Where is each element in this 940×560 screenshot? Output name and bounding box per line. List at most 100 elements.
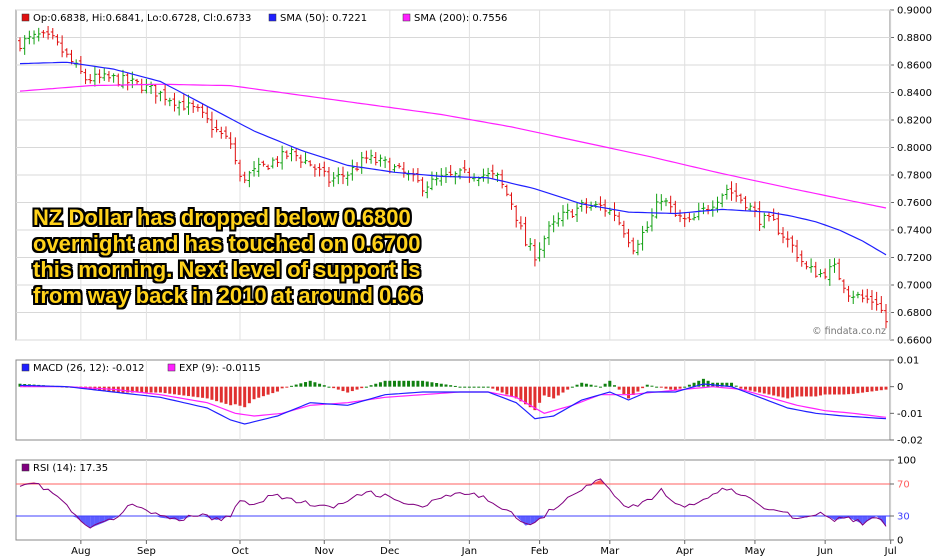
macd-hist-bar xyxy=(556,386,560,396)
macd-hist-bar xyxy=(856,386,860,394)
price-legend-label: Op:0.6838, Hi:0.6841, Lo:0.6728, Cl:0.67… xyxy=(33,13,251,24)
macd-hist-bar xyxy=(650,385,654,387)
price-tick-label: 0.7200 xyxy=(897,253,932,264)
ohlc-bar xyxy=(350,159,355,181)
macd-hist-bar xyxy=(187,386,191,397)
macd-hist-bar xyxy=(790,386,794,398)
ohlc-bar xyxy=(50,28,55,40)
macd-hist-bar xyxy=(636,386,640,392)
macd-hist-bar xyxy=(397,380,401,387)
macd-hist-bar xyxy=(833,386,837,395)
macd-hist-bar xyxy=(781,386,785,398)
x-tick-label: Jun xyxy=(816,546,833,557)
ohlc-bar xyxy=(36,27,41,42)
macd-panel: 0.01 0 -0.01 -0.02 MACD (26, 12): -0.012 EXP … xyxy=(18,356,923,447)
ohlc-bar xyxy=(790,235,795,253)
rsi-oversold-fill xyxy=(857,516,863,524)
ohlc-bar xyxy=(209,111,214,138)
ohlc-bar xyxy=(125,72,130,91)
ohlc-bar xyxy=(720,193,725,208)
macd-hist-bar xyxy=(697,380,701,387)
ohlc-bar xyxy=(766,212,771,222)
macd-hist-bar xyxy=(814,386,818,397)
macd-hist-bar xyxy=(641,386,645,389)
ohlc-bar xyxy=(762,212,767,229)
macd-hist-bar xyxy=(126,386,130,393)
macd-hist-bar xyxy=(664,386,668,389)
ohlc-bar xyxy=(373,152,378,166)
ohlc-bar xyxy=(682,212,687,227)
rsi-oversold-fill xyxy=(80,516,86,525)
ohlc-bar xyxy=(83,68,88,85)
ohlc-bar xyxy=(135,78,140,85)
ohlc-bar xyxy=(434,171,439,186)
macd-hist-bar xyxy=(552,386,556,399)
ohlc-bar xyxy=(46,26,51,40)
ohlc-bar xyxy=(500,169,505,189)
rsi-oversold-fill xyxy=(155,516,161,518)
ohlc-bar xyxy=(663,197,668,207)
macd-legend-label: MACD (26, 12): -0.012 xyxy=(33,363,145,374)
macd-hist-bar xyxy=(519,386,523,402)
macd-hist-bar xyxy=(243,386,247,408)
ohlc-bar xyxy=(785,231,790,248)
macd-hist-bar xyxy=(364,386,368,388)
ohlc-bar xyxy=(486,167,491,184)
macd-hist-bar xyxy=(158,386,162,393)
ohlc-bar xyxy=(518,216,523,230)
rsi-oversold-fill xyxy=(881,516,886,527)
ohlc-bar xyxy=(724,184,729,200)
ohlc-bar xyxy=(448,165,453,178)
ohlc-bar xyxy=(153,84,158,104)
ohlc-bar xyxy=(565,203,570,220)
ohlc-bar xyxy=(420,177,425,197)
ohlc-bar xyxy=(771,208,776,221)
sma50-line xyxy=(19,61,887,256)
rsi-oversold-fill xyxy=(829,516,835,520)
ohlc-bar xyxy=(369,149,374,164)
ohlc-bar xyxy=(429,171,434,191)
ohlc-bar xyxy=(378,154,383,167)
macd-hist-bar xyxy=(350,386,354,392)
ohlc-bar xyxy=(252,161,257,177)
macd-hist-bar xyxy=(121,386,125,393)
watermark: © findata.co.nz xyxy=(812,326,886,337)
ohlc-bar xyxy=(205,106,210,124)
rsi-oversold-fill xyxy=(516,516,521,521)
macd-hist-bar xyxy=(505,386,509,395)
macd-hist-bar xyxy=(739,386,743,389)
ohlc-bar xyxy=(340,166,345,185)
x-axis: Aug Sep Oct Nov Dec Jan Feb Mar Apr May Jun Jul xyxy=(71,540,897,557)
macd-hist-bar xyxy=(524,386,528,405)
macd-hist-bar xyxy=(561,386,565,393)
ohlc-bar xyxy=(631,237,636,255)
ohlc-bar xyxy=(884,304,888,329)
macd-hist-bar xyxy=(205,386,209,399)
ohlc-bar xyxy=(233,137,238,165)
macd-hist-bar xyxy=(879,386,883,391)
ohlc-bar xyxy=(795,239,800,262)
ohlc-bar xyxy=(308,160,313,167)
macd-hist-bar xyxy=(692,382,696,387)
ohlc-bar xyxy=(331,172,336,187)
macd-hist-bar xyxy=(837,386,841,395)
macd-hist-bar xyxy=(514,386,518,399)
ohlc-bar xyxy=(799,250,804,267)
rsi-oversold-fill xyxy=(71,516,77,518)
macd-hist-bar xyxy=(271,386,275,394)
macd-hist-bar xyxy=(411,380,415,387)
ohlc-bar xyxy=(738,193,743,204)
macd-hist-bar xyxy=(285,386,289,388)
macd-hist-bar xyxy=(603,383,607,387)
ohlc-bar xyxy=(710,200,715,217)
macd-hist-bar xyxy=(135,386,139,393)
macd-hist-bar xyxy=(168,386,172,394)
ohlc-bar xyxy=(22,35,27,55)
macd-histogram xyxy=(18,378,888,411)
macd-hist-bar xyxy=(374,383,378,387)
macd-hist-bar xyxy=(627,386,631,399)
macd-hist-bar xyxy=(313,382,317,387)
macd-hist-bar xyxy=(622,386,626,394)
macd-hist-bar xyxy=(224,386,228,404)
macd-hist-bar xyxy=(706,380,710,387)
